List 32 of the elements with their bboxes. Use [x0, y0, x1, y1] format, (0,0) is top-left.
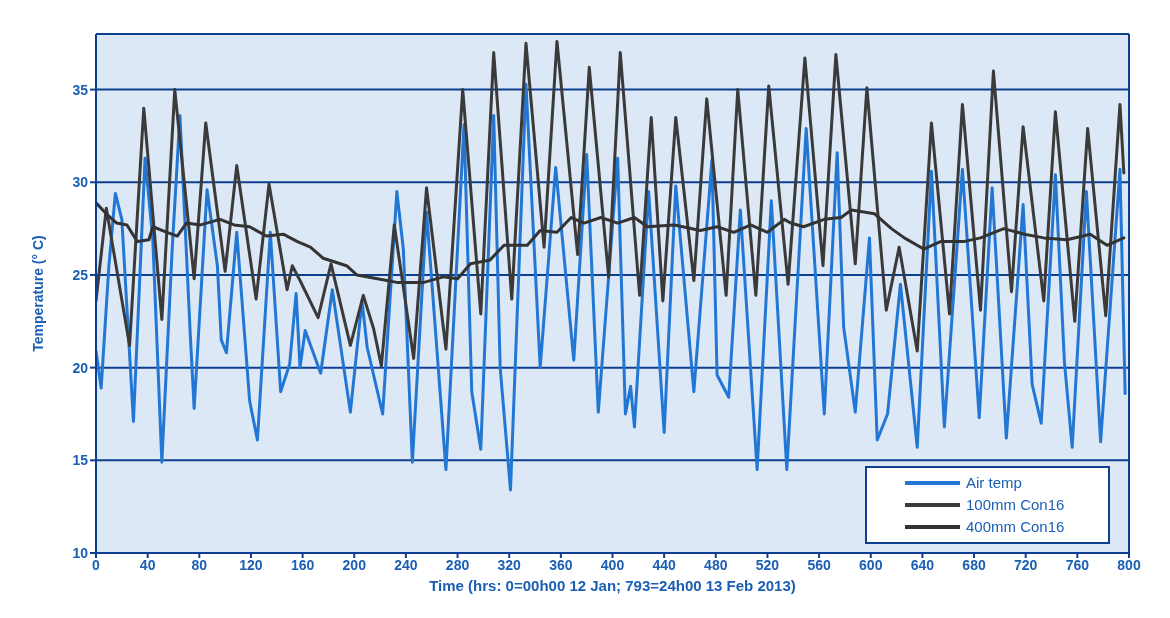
x-tick-label: 160	[290, 556, 315, 573]
legend-label: Air temp	[966, 473, 1022, 493]
x-tick-label: 800	[1117, 556, 1141, 573]
x-tick-label: 40	[139, 556, 156, 573]
x-tick-label: 520	[755, 556, 780, 573]
x-tick-label: 240	[394, 556, 418, 573]
x-tick-label: 200	[342, 556, 367, 573]
y-tick-label: 30	[72, 174, 89, 191]
y-axis-title: Temperature (° C)	[29, 235, 46, 352]
y-tick-label: 15	[72, 452, 89, 469]
y-tick-label: 10	[72, 544, 89, 561]
x-tick-label: 640	[910, 556, 935, 573]
y-tick-label: 20	[72, 359, 89, 376]
x-tick-label: 600	[859, 556, 883, 573]
x-tick-label: 80	[191, 556, 208, 573]
x-tick-label: 400	[600, 556, 625, 573]
x-tick-label: 280	[445, 556, 470, 573]
x-tick-label: 0	[92, 556, 101, 573]
y-tick-label: 25	[72, 266, 89, 283]
x-tick-label: 440	[652, 556, 677, 573]
x-tick-label: 680	[962, 556, 986, 573]
legend-label: 100mm Con16	[966, 495, 1065, 515]
x-tick-label: 360	[549, 556, 573, 573]
x-tick-label: 320	[497, 556, 522, 573]
x-tick-label: 480	[704, 556, 728, 573]
x-tick-label: 720	[1014, 556, 1038, 573]
x-axis-title: Time (hrs: 0=00h00 12 Jan; 793=24h00 13 Feb 2013)	[429, 577, 796, 594]
x-tick-label: 760	[1065, 556, 1090, 573]
x-tick-label: 120	[239, 556, 263, 573]
x-tick-label: 560	[807, 556, 831, 573]
legend-label: 400mm Con16	[966, 517, 1065, 537]
y-tick-label: 35	[72, 81, 89, 98]
